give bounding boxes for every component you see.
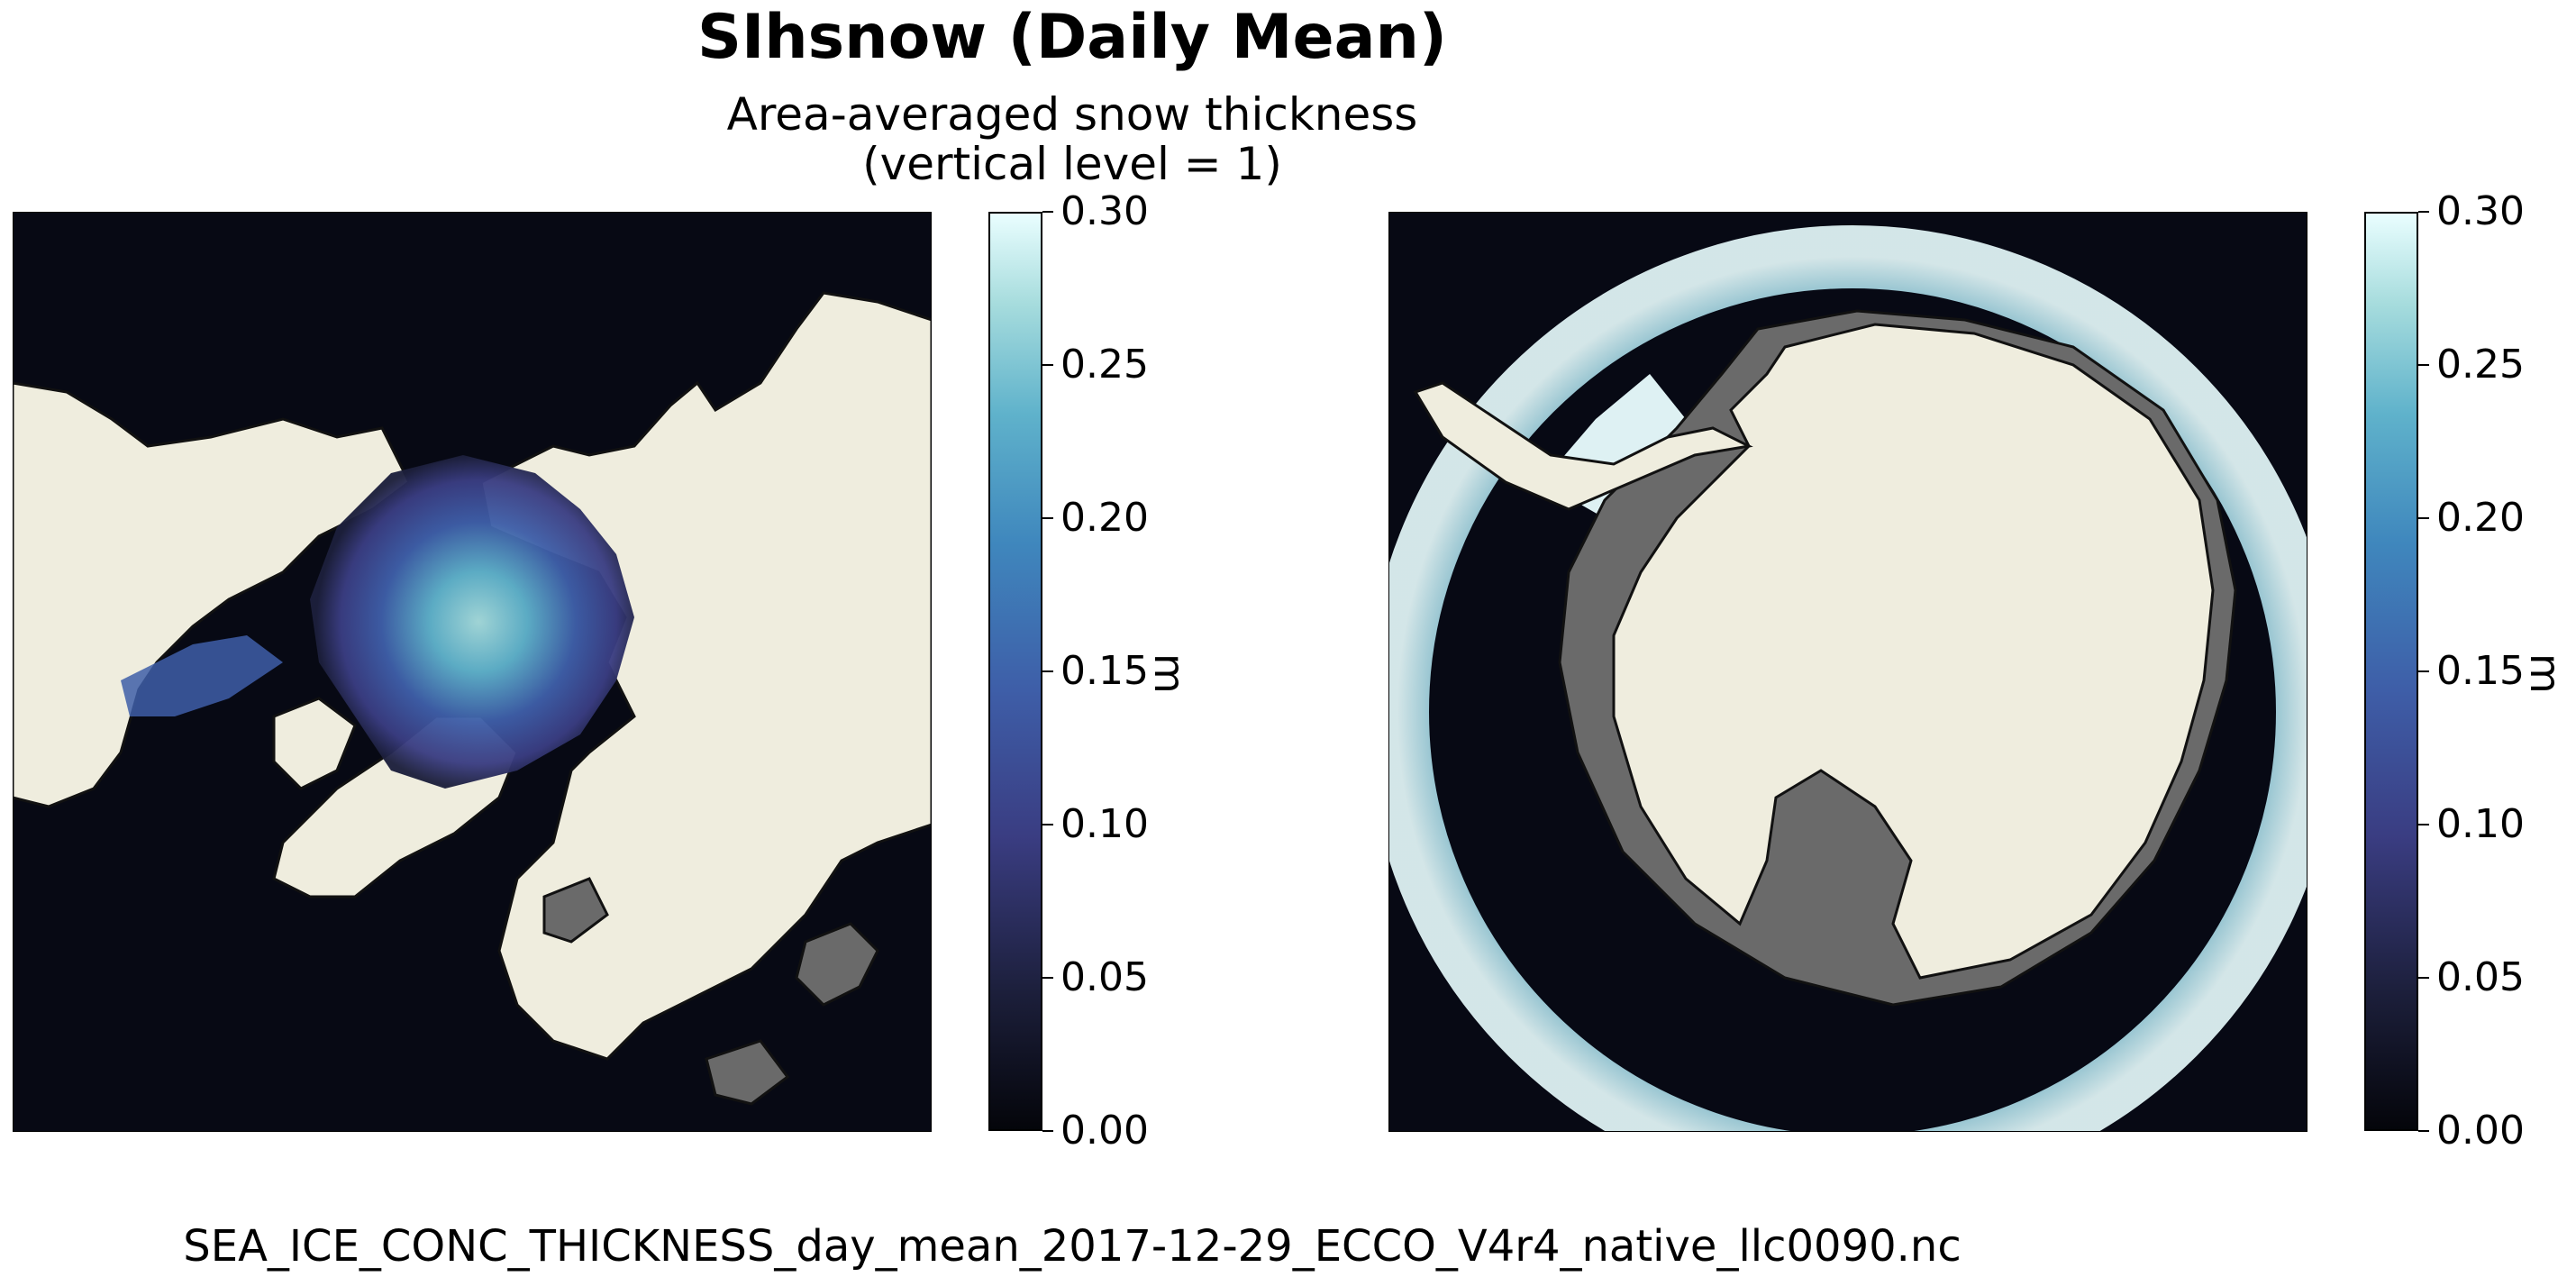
figure-subtitle-line1: Area-averaged snow thickness [726, 88, 1418, 141]
arctic-colorbar-tick-mark [1042, 364, 1053, 366]
antarctic-colorbar-tick-mark [2418, 977, 2429, 979]
arctic-colorbar-tick-label: 0.15 [1060, 648, 1149, 694]
ice-shelf-2 [542, 877, 609, 944]
antarctic-colorbar-tick-label: 0.00 [2436, 1108, 2525, 1154]
arctic-archipelago [272, 697, 357, 790]
ice-shelf-3 [705, 1039, 790, 1106]
antarctic-colorbar-unit: m [2521, 653, 2570, 694]
arctic-colorbar [988, 212, 1042, 1131]
antarctic-colorbar-tick-mark [2418, 670, 2429, 672]
arctic-colorbar-tick-label: 0.10 [1060, 801, 1149, 847]
antarctic-colorbar [2364, 212, 2418, 1131]
arctic-colorbar-unit: m [1145, 653, 1194, 694]
figure-title: SIhsnow (Daily Mean) [697, 2, 1447, 73]
arctic-colorbar-tick-mark [1042, 977, 1053, 979]
antarctica-land [1612, 323, 2215, 980]
antarctic-colorbar-tick-mark [2418, 1130, 2429, 1132]
arctic-colorbar-tick-mark [1042, 517, 1053, 519]
antarctic-colorbar-tick-mark [2418, 364, 2429, 366]
antarctic-colorbar-tick-label: 0.25 [2436, 342, 2525, 388]
antarctic-peninsula [1413, 381, 1753, 511]
north-america-land [13, 381, 411, 808]
antarctic-colorbar-tick-label: 0.15 [2436, 648, 2525, 694]
antarctic-colorbar-tick-label: 0.05 [2436, 954, 2525, 1000]
arctic-colorbar-tick-label: 0.30 [1060, 188, 1149, 234]
figure-subtitle-line2: (vertical level = 1) [862, 138, 1282, 190]
arctic-snow-field [310, 455, 634, 789]
arctic-snow-arm [121, 635, 283, 716]
arctic-map [13, 212, 932, 1132]
antarctic-colorbar-tick-label: 0.20 [2436, 495, 2525, 541]
arctic-colorbar-tick-label: 0.20 [1060, 495, 1149, 541]
arctic-colorbar-tick-mark [1042, 670, 1053, 672]
arctic-colorbar-tick-label: 0.05 [1060, 954, 1149, 1000]
antarctic-colorbar-tick-mark [2418, 211, 2429, 213]
antarctic-colorbar-tick-label: 0.30 [2436, 188, 2525, 234]
antarctic-snow-ring [1388, 225, 2307, 1132]
arctic-colorbar-tick-mark [1042, 824, 1053, 825]
arctic-colorbar-tick-label: 0.25 [1060, 342, 1149, 388]
antarctic-colorbar-tick-label: 0.10 [2436, 801, 2525, 847]
antarctic-colorbar-tick-mark [2418, 517, 2429, 519]
ice-shelf-1 [795, 922, 879, 1007]
antarctic-map [1388, 212, 2307, 1132]
arctic-colorbar-tick-label: 0.00 [1060, 1108, 1149, 1154]
arctic-colorbar-tick-mark [1042, 1130, 1053, 1132]
dataset-filename: SEA_ICE_CONC_THICKNESS_day_mean_2017-12-… [183, 1221, 1962, 1272]
arctic-colorbar-tick-mark [1042, 211, 1053, 213]
antarctic-colorbar-tick-mark [2418, 824, 2429, 825]
